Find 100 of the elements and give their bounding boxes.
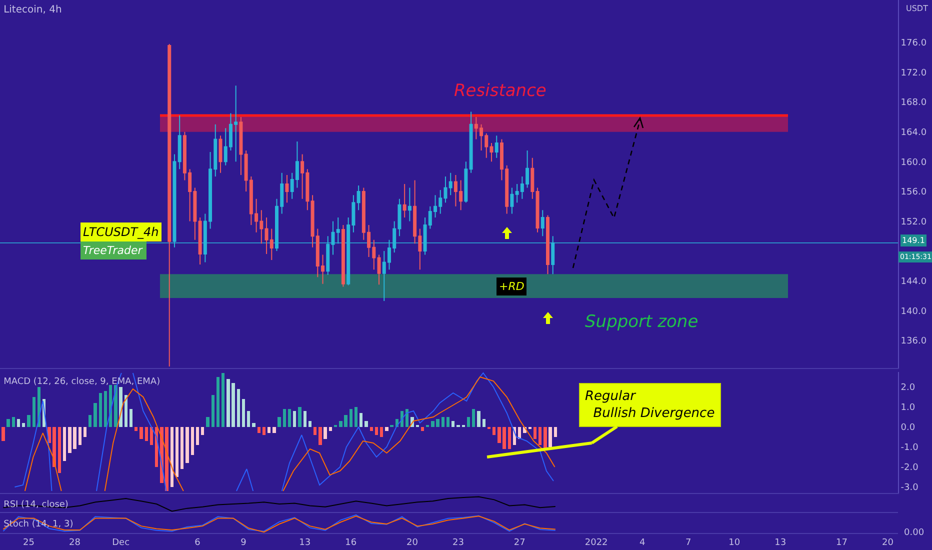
bar <box>88 415 92 427</box>
candlestick <box>402 184 406 218</box>
y-tick-label: 140.0 <box>900 306 927 317</box>
bar <box>94 403 97 427</box>
ref-line-label: 149.1 <box>902 236 925 245</box>
bar <box>349 409 352 427</box>
bar <box>58 427 62 473</box>
bar <box>293 411 296 427</box>
bar <box>380 427 384 437</box>
bar <box>548 427 552 447</box>
bar <box>242 399 246 427</box>
x-tick-label: 28 <box>69 538 81 548</box>
candlestick <box>469 111 473 174</box>
candlestick <box>464 161 468 204</box>
bar <box>27 415 30 427</box>
y-tick-label: 1.0 <box>900 403 916 414</box>
bar <box>328 427 332 431</box>
candlestick <box>377 254 381 286</box>
bar <box>32 397 36 427</box>
annotation: LTCUSDT_4h <box>83 225 159 239</box>
bar <box>364 421 368 427</box>
bar <box>6 419 10 427</box>
y-tick-label: 176.0 <box>900 38 927 49</box>
candlestick <box>285 174 289 204</box>
y-tick-label: -2.0 <box>900 463 919 474</box>
bar <box>186 427 189 463</box>
bar <box>83 427 87 437</box>
bar <box>288 409 292 427</box>
chart-title: Litecoin, 4h <box>4 4 62 16</box>
y-tick-label: 144.0 <box>900 276 927 287</box>
x-tick-label: 7 <box>685 538 692 548</box>
bar <box>477 411 480 427</box>
y-tick-label: 160.0 <box>900 158 927 168</box>
bar <box>144 427 148 441</box>
bar <box>308 421 312 427</box>
bar <box>262 427 266 435</box>
bar <box>298 407 302 427</box>
bar <box>441 417 445 427</box>
bar <box>170 427 174 487</box>
annotation: TreeTrader <box>83 244 144 257</box>
y-tick-label: -3.0 <box>900 483 919 494</box>
y-tick-label: 0.0 <box>900 423 916 434</box>
candlestick <box>448 172 452 196</box>
bar <box>221 373 225 427</box>
bar <box>257 427 260 433</box>
x-tick-label: 23 <box>452 538 464 548</box>
candlestick <box>546 214 550 275</box>
candlestick <box>530 157 534 200</box>
bar <box>211 395 214 427</box>
bar <box>324 427 327 439</box>
bar <box>236 389 240 427</box>
bar <box>446 417 450 427</box>
bar <box>252 423 256 427</box>
x-tick-label: 13 <box>299 538 311 548</box>
bar <box>62 427 66 461</box>
bar <box>268 427 271 433</box>
bar <box>114 385 118 427</box>
bar <box>360 413 363 427</box>
candlestick <box>490 142 494 162</box>
bar <box>180 427 184 469</box>
candlestick <box>356 184 360 211</box>
y-tick-label: 152.0 <box>900 217 927 228</box>
x-tick-label: 27 <box>514 538 526 548</box>
bar <box>318 427 322 445</box>
bar <box>354 407 358 427</box>
bar <box>272 427 276 433</box>
y-tick-label: 168.0 <box>900 98 927 108</box>
bar <box>492 427 496 435</box>
y-tick-label: 164.0 <box>900 128 927 138</box>
candlestick <box>494 135 498 158</box>
x-tick-label: 20 <box>406 538 418 548</box>
bar <box>385 427 388 431</box>
x-tick-label: 16 <box>345 538 357 548</box>
candlestick <box>540 210 544 237</box>
bar <box>282 409 286 427</box>
bar <box>216 377 220 427</box>
bar <box>370 427 373 431</box>
x-tick-label: 4 <box>639 538 646 548</box>
bar <box>134 427 138 431</box>
bar <box>508 427 511 449</box>
bar <box>544 427 547 449</box>
bar <box>196 427 200 445</box>
bar <box>278 417 281 427</box>
x-tick-label: 25 <box>23 538 34 548</box>
bar <box>452 421 455 427</box>
bar <box>201 427 204 435</box>
bar <box>374 427 378 435</box>
x-tick-label: 17 <box>836 538 848 548</box>
bar <box>22 423 26 427</box>
y-tick-label: -1.0 <box>900 443 919 454</box>
x-tick-label: 9 <box>240 538 247 548</box>
candlestick <box>168 43 172 368</box>
y-tick-label: 2.0 <box>900 383 916 394</box>
x-tick-label: 6 <box>194 538 201 548</box>
bar <box>314 427 317 435</box>
bar <box>2 427 5 441</box>
candlestick <box>218 135 222 174</box>
candlestick <box>341 224 345 288</box>
band-label: Resistance <box>454 81 546 101</box>
bar <box>247 411 250 427</box>
